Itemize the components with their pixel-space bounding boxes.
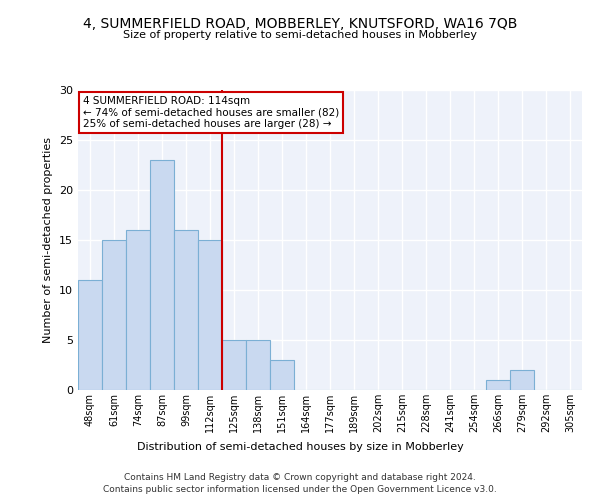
Bar: [222, 340, 246, 390]
Bar: [126, 230, 150, 390]
Bar: [246, 340, 270, 390]
Text: 4, SUMMERFIELD ROAD, MOBBERLEY, KNUTSFORD, WA16 7QB: 4, SUMMERFIELD ROAD, MOBBERLEY, KNUTSFOR…: [83, 18, 517, 32]
Bar: [198, 240, 222, 390]
Bar: [270, 360, 294, 390]
Y-axis label: Number of semi-detached properties: Number of semi-detached properties: [43, 137, 53, 343]
Bar: [150, 160, 174, 390]
Text: Contains HM Land Registry data © Crown copyright and database right 2024.: Contains HM Land Registry data © Crown c…: [124, 472, 476, 482]
Bar: [174, 230, 198, 390]
Text: Distribution of semi-detached houses by size in Mobberley: Distribution of semi-detached houses by …: [137, 442, 463, 452]
Bar: [486, 380, 510, 390]
Text: Contains public sector information licensed under the Open Government Licence v3: Contains public sector information licen…: [103, 485, 497, 494]
Bar: [78, 280, 102, 390]
Bar: [102, 240, 126, 390]
Bar: [510, 370, 534, 390]
Text: Size of property relative to semi-detached houses in Mobberley: Size of property relative to semi-detach…: [123, 30, 477, 40]
Text: 4 SUMMERFIELD ROAD: 114sqm
← 74% of semi-detached houses are smaller (82)
25% of: 4 SUMMERFIELD ROAD: 114sqm ← 74% of semi…: [83, 96, 339, 129]
